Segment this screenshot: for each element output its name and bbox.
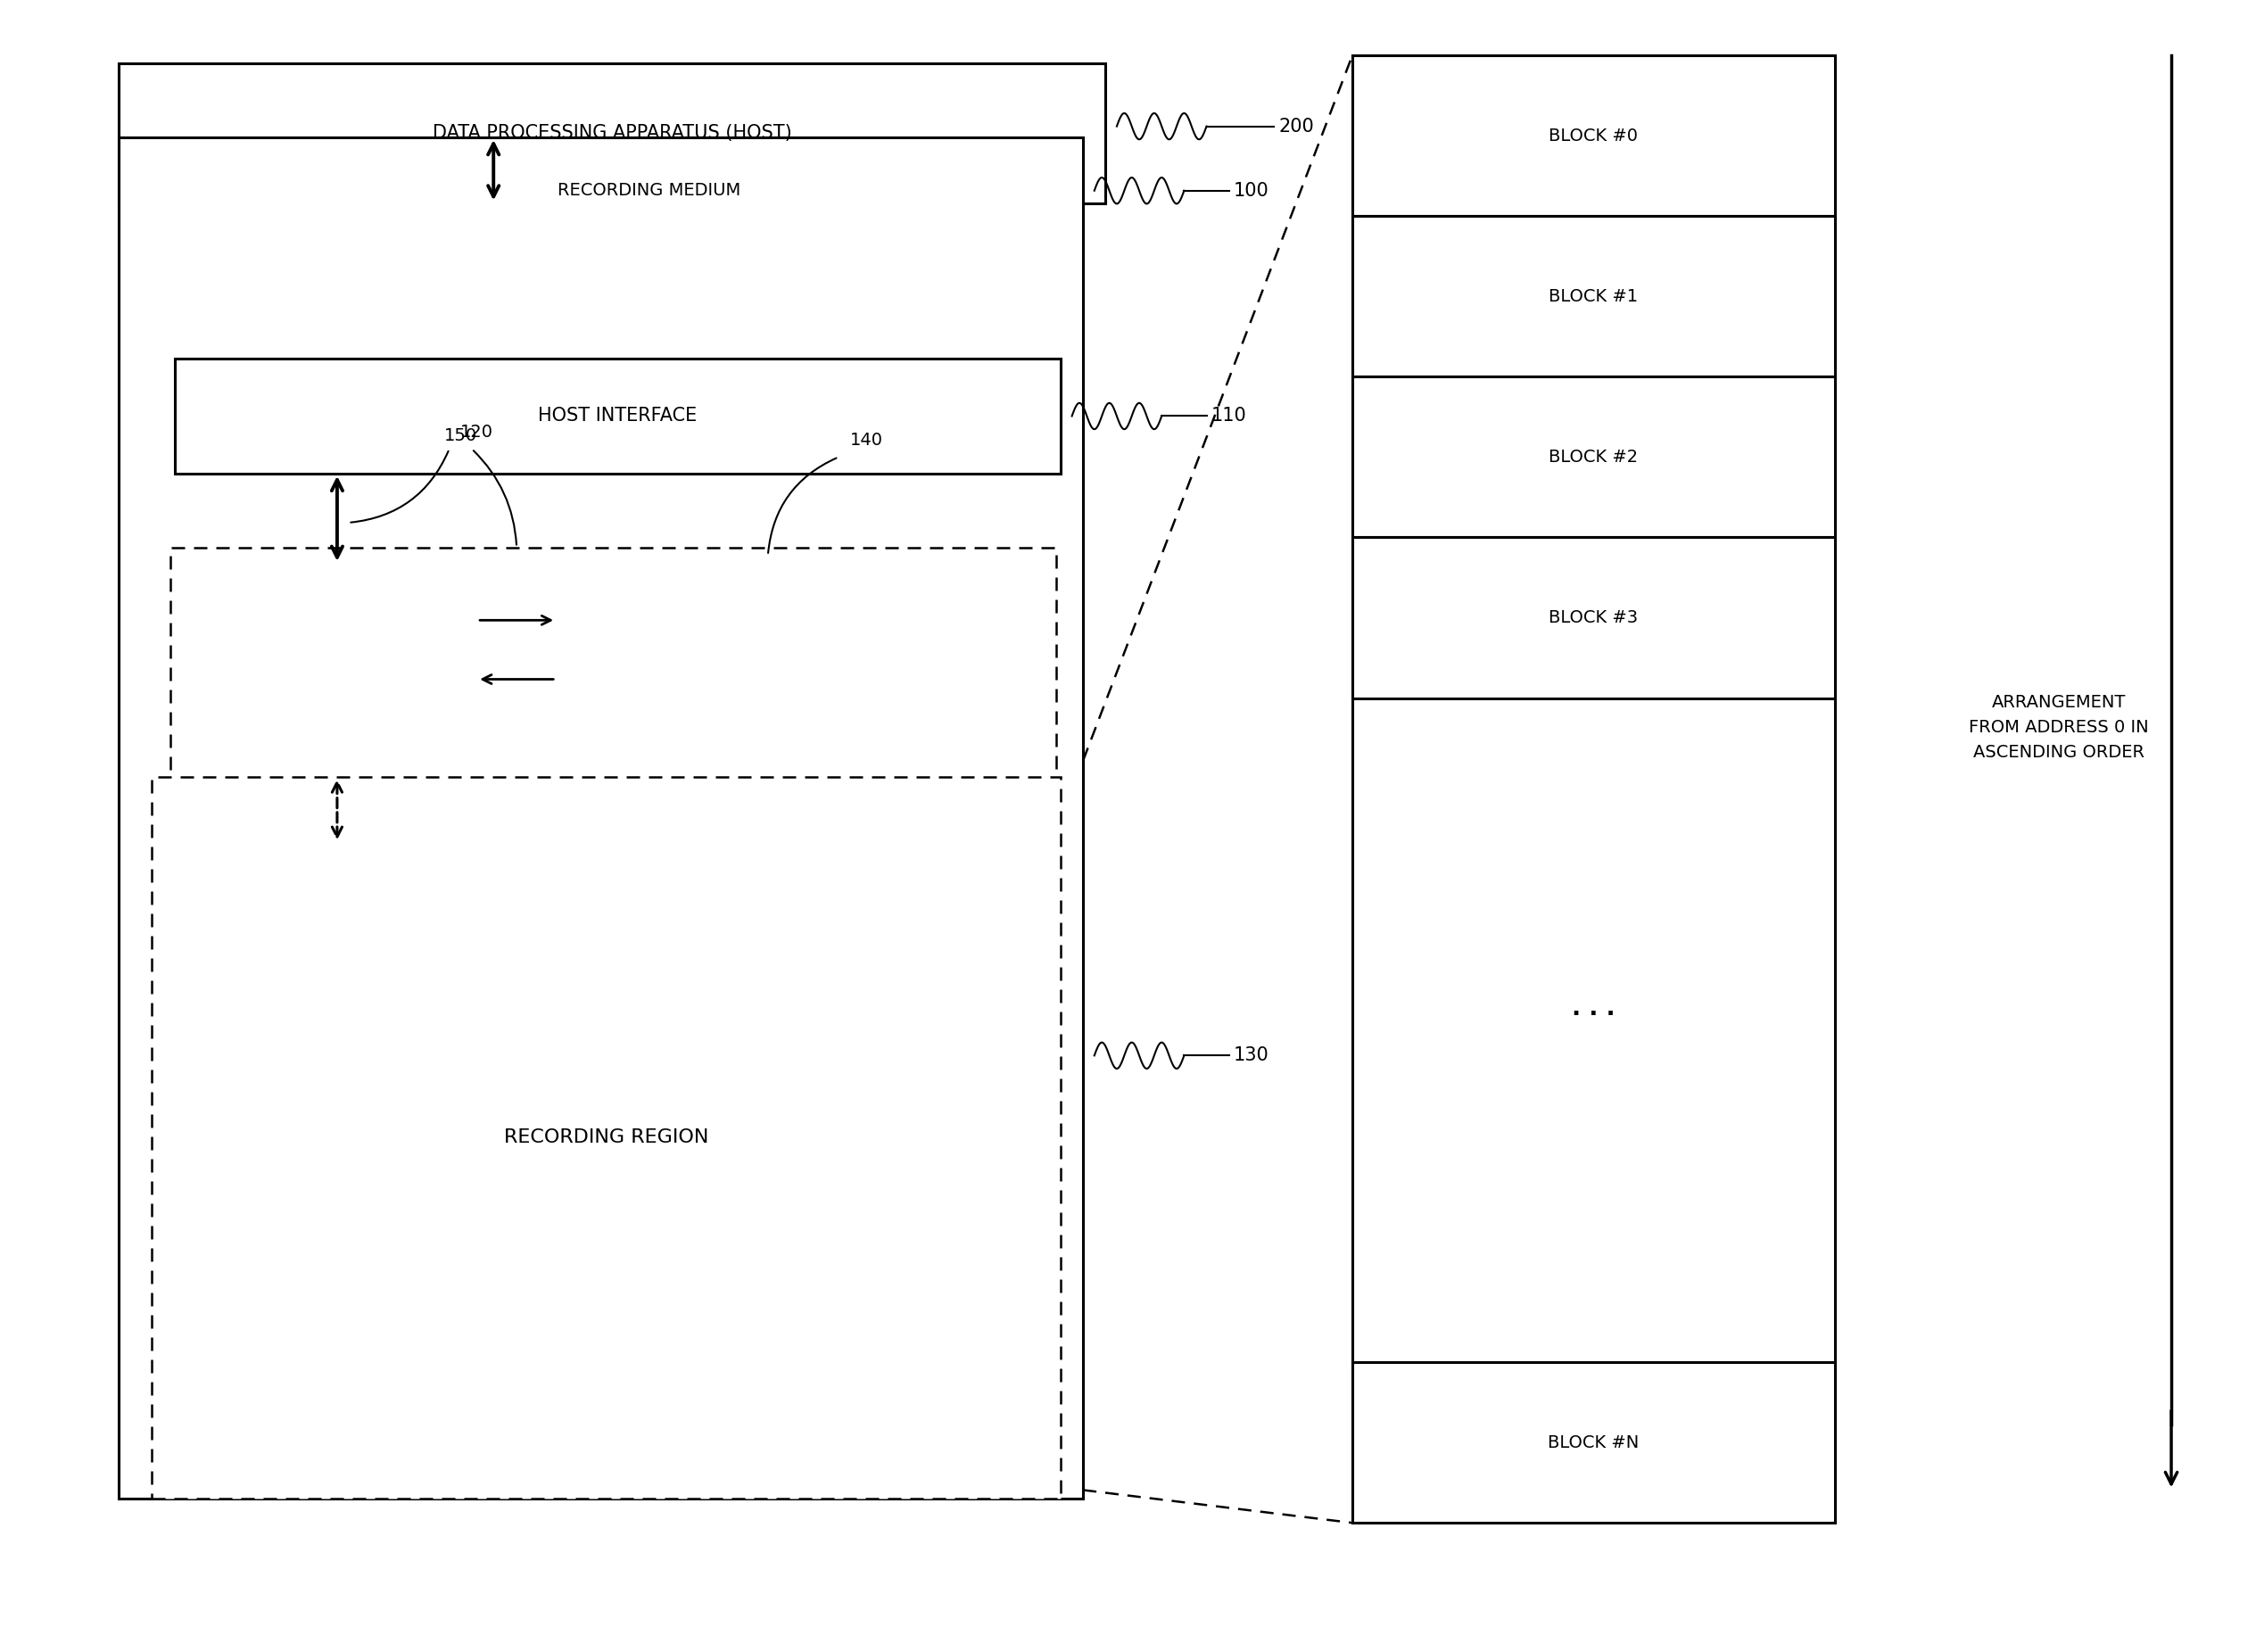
Text: CONTROL
SECTION: CONTROL SECTION bbox=[298, 631, 377, 669]
Text: 110: 110 bbox=[1211, 406, 1248, 425]
Text: BLOCK #N: BLOCK #N bbox=[1548, 1434, 1640, 1450]
Text: BLOCK #2: BLOCK #2 bbox=[1550, 449, 1638, 466]
Text: RECORDING MEDIUM: RECORDING MEDIUM bbox=[557, 182, 740, 200]
Bar bbox=[555, 555, 1026, 752]
Text: . . .: . . . bbox=[1572, 998, 1615, 1021]
Bar bbox=[151, 776, 1060, 1498]
Text: 200: 200 bbox=[1279, 117, 1313, 135]
Bar bbox=[1351, 1363, 1834, 1523]
Text: 100: 100 bbox=[1234, 182, 1268, 200]
Text: 130: 130 bbox=[1234, 1047, 1268, 1064]
Text: BLOCK #0: BLOCK #0 bbox=[1550, 127, 1638, 144]
Bar bbox=[1351, 377, 1834, 537]
Text: BLOCK #1: BLOCK #1 bbox=[1550, 287, 1638, 306]
Text: 150: 150 bbox=[444, 426, 476, 444]
Text: BLOCK #3: BLOCK #3 bbox=[1550, 610, 1638, 626]
Bar bbox=[174, 358, 1060, 474]
Bar bbox=[1351, 56, 1834, 216]
Bar bbox=[1351, 56, 1834, 1523]
Text: 120: 120 bbox=[460, 425, 494, 441]
Text: HOST INTERFACE: HOST INTERFACE bbox=[539, 406, 697, 425]
Text: LOGICAL-PHYSICAL
CONVERSION TABLE: LOGICAL-PHYSICAL CONVERSION TABLE bbox=[711, 634, 873, 672]
Text: ARRANGEMENT
FROM ADDRESS 0 IN
ASCENDING ORDER: ARRANGEMENT FROM ADDRESS 0 IN ASCENDING … bbox=[1969, 694, 2150, 762]
Bar bbox=[1351, 216, 1834, 377]
Bar bbox=[117, 63, 1105, 203]
Bar bbox=[169, 547, 1056, 843]
Bar bbox=[196, 563, 478, 735]
Bar bbox=[117, 137, 1083, 1498]
Text: DATA PROCESSING APPARATUS (HOST): DATA PROCESSING APPARATUS (HOST) bbox=[433, 124, 792, 142]
Text: RECORDING REGION: RECORDING REGION bbox=[503, 1128, 708, 1146]
Bar bbox=[1351, 537, 1834, 699]
Text: 140: 140 bbox=[851, 431, 882, 449]
